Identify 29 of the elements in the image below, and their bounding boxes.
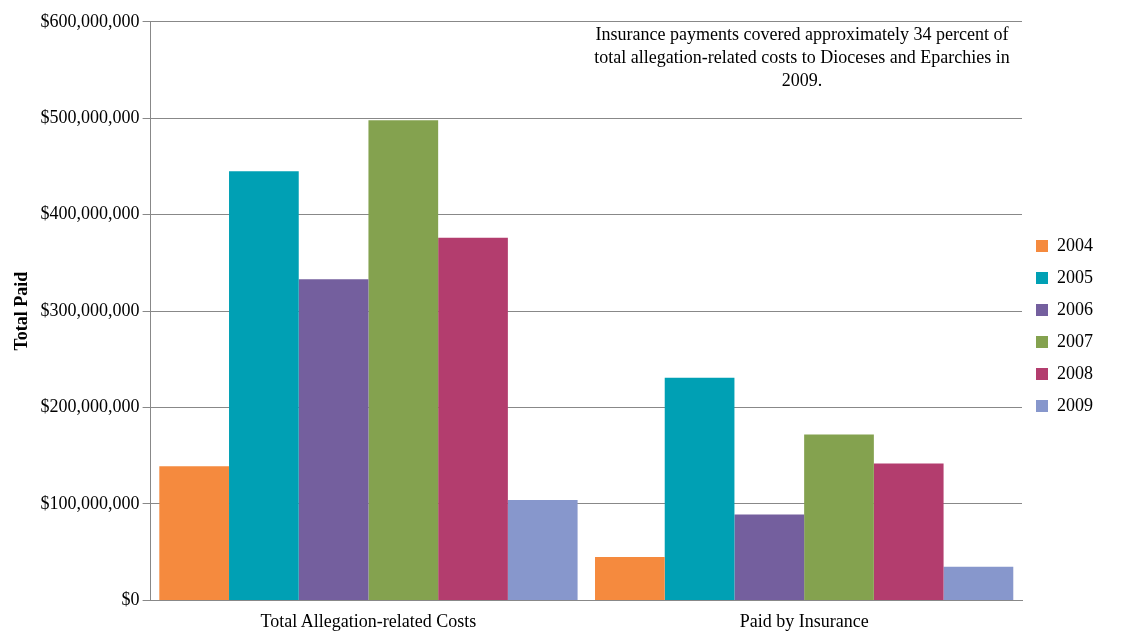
legend-label: 2008 <box>1057 362 1093 383</box>
legend-label: 2009 <box>1057 394 1093 415</box>
legend-label: 2005 <box>1057 266 1093 287</box>
legend-label: 2004 <box>1057 234 1093 255</box>
bar <box>229 171 299 600</box>
y-tick-label: $400,000,000 <box>40 203 140 224</box>
bar <box>507 500 578 600</box>
bar <box>438 237 508 600</box>
legend-label: 2006 <box>1057 298 1093 319</box>
y-tick-label: $300,000,000 <box>40 299 140 320</box>
bar <box>298 279 369 600</box>
bar <box>159 466 230 600</box>
bar <box>368 120 439 600</box>
bar <box>873 463 944 600</box>
bar <box>595 557 665 600</box>
bar <box>804 434 874 600</box>
annotation: Insurance payments covered approximately 34 percent of total allegation-related costs to Dioceses and Eparchies in 2009. <box>594 23 1010 90</box>
y-tick-label: $200,000,000 <box>40 396 140 417</box>
bar <box>664 377 735 600</box>
y-axis-title: Total Paid <box>11 271 32 351</box>
x-tick-label: Paid by Insurance <box>739 610 869 631</box>
y-tick-label: $500,000,000 <box>40 106 140 127</box>
legend-label: 2007 <box>1057 330 1093 351</box>
y-tick-label: $0 <box>121 589 140 610</box>
y-tick-label: $600,000,000 <box>40 10 140 31</box>
bar <box>734 514 805 600</box>
y-tick-label: $100,000,000 <box>40 492 140 513</box>
x-tick-label: Total Allegation-related Costs <box>260 610 477 631</box>
bar <box>943 566 1014 600</box>
